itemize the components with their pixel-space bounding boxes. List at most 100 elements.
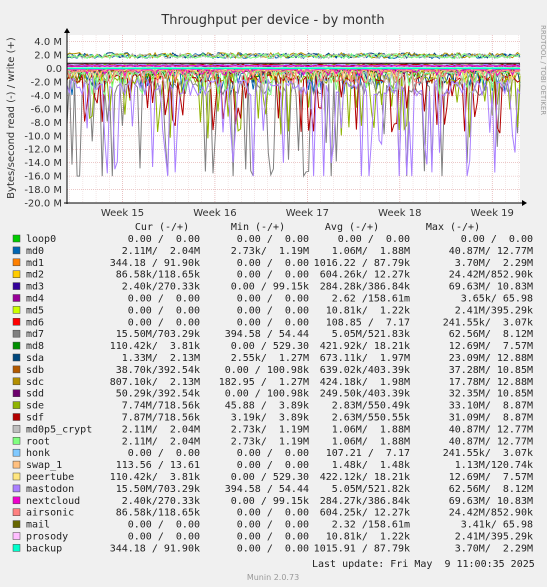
legend-min-value: 0.00 / 529.30 [231,472,309,483]
legend-max-value: 17.78M/ 12.88M [449,377,533,388]
y-tick-label: -12.0 M [24,145,62,156]
legend-max-value: 62.56M/ 8.12M [449,484,533,495]
legend-cur-value: 2.40k/270.33k [122,282,200,293]
legend-cur-value: 86.58k/118.65k [116,508,200,519]
legend-swatch-md5 [12,306,21,314]
y-axis-label: Bytes/second read (-) / write (+) [6,37,17,199]
legend-min-value: 0.00 / 0.00 [237,294,309,305]
y-axis-arrow-icon [64,28,70,33]
last-update: Last update: Fri May 9 11:00:35 2025 [312,559,535,570]
legend-avg-value: 2.32 /158.61m [332,520,410,531]
legend-cur-value: 15.50M/703.29k [116,484,200,495]
legend-cur-value: 0.00 / 0.00 [128,520,200,531]
legend-min-value: 0.00 / 0.00 [237,532,309,543]
legend-column-header: Min (-/+) [231,222,285,233]
legend-avg-value: 604.25k/ 12.27k [320,508,410,519]
legend-max-value: 31.09M/ 8.87M [449,413,533,424]
legend-avg-value: 107.21 / 7.17 [326,448,410,459]
legend-max-value: 3.70M/ 2.29M [455,543,533,554]
legend-swatch-md7 [12,329,21,338]
legend-cur-value: 86.58k/118.65k [116,270,200,281]
series-mastodon-write-line [66,63,521,67]
legend-avg-value: 1016.22 / 87.79k [314,258,410,269]
legend-cur-value: 0.00 / 0.00 [128,448,200,459]
legend-swatch-md3 [12,282,21,290]
legend-series-name: sdd [26,389,44,400]
legend-series-name: md5 [26,305,44,316]
y-tick-label: -10.0 M [24,131,62,142]
legend-cur-value: 2.11M/ 2.04M [122,424,200,435]
legend-series-name: md0p5_crypt [26,424,92,435]
series-airsonic-read-line [66,68,521,85]
legend-avg-value: 284.28k/386.84k [320,282,410,293]
legend-min-value: 3.19k/ 3.89k [231,413,309,424]
legend-cur-value: 0.00 / 0.00 [128,305,200,316]
y-tick-label: -16.0 M [24,172,62,183]
rrdtool-credit: RRDTOOL / TOBI OETIKER [539,25,547,115]
legend-max-value: 3.65k/ 65.98 [461,294,533,305]
legend-swatch-md2 [12,270,21,278]
y-tick-label: -6.0 M [31,104,62,115]
legend-max-value: 24.42M/852.90k [449,270,533,281]
legend-cur-value: 1.33M/ 2.13M [122,353,200,364]
legend-max-value: 2.41M/395.29k [455,305,533,316]
legend-column-header: Max (-/+) [426,222,480,233]
legend-avg-value: 284.27k/386.84k [320,496,410,507]
legend-min-value: 0.00 / 99.15k [231,282,309,293]
legend-series-name: md1 [26,258,44,269]
legend-series-name: prosody [26,532,68,543]
legend-swatch-prosody [12,532,21,540]
legend-min-value: 0.00 / 100.98k [225,365,309,376]
legend-swatch-sde [12,401,21,409]
legend-min-value: 182.95 / 1.27M [219,377,309,388]
legend-min-value: 0.00 / 0.00 [237,270,309,281]
legend-avg-value: 1.06M/ 1.88M [332,436,410,447]
legend-cur-value: 2.40k/270.33k [122,496,200,507]
legend-cur-value: 7.87M/718.56k [122,413,200,424]
legend-swatch-md8 [12,341,21,350]
legend-avg-value: 2.83M/550.49k [332,401,410,412]
legend-min-value: 0.00 / 529.30 [231,341,309,352]
legend-cur-value: 110.42k/ 3.81k [110,472,200,483]
legend-min-value: 0.00 / 0.00 [237,520,309,531]
legend-cur-value: 0.00 / 0.00 [128,294,200,305]
legend-cur-value: 0.00 / 0.00 [128,532,200,543]
legend-min-value: 394.58 / 54.44 [225,484,309,495]
y-tick-label: -20.0 M [24,199,62,210]
legend-max-value: 12.69M/ 7.57M [449,472,533,483]
legend-avg-value: 421.92k/ 18.21k [320,341,410,352]
legend-avg-value: 249.50k/403.39k [320,389,410,400]
legend-series-name: md8 [26,341,44,352]
legend-series-name: sdb [26,365,44,376]
legend-swatch-root [12,437,21,445]
legend-swatch-airsonic [12,508,21,516]
legend-cur-value: 807.10k/ 2.13M [110,377,200,388]
legend-max-value: 69.63M/ 10.83M [449,282,533,293]
y-tick-label: -18.0 M [24,185,62,196]
series-sdc-write-line [66,51,521,59]
legend-cur-value: 50.29k/392.54k [116,389,200,400]
legend-cur-value: 0.00 / 0.00 [128,234,200,245]
legend-min-value: 0.00 / 0.00 [237,258,309,269]
legend-column-header: Avg (-/+) [325,222,379,233]
y-tick-label: -2.0 M [31,78,62,89]
legend-series-name: root [26,436,50,447]
legend-series-name: md7 [26,329,44,340]
legend-cur-value: 7.74M/718.56k [122,401,200,412]
series-root-read-line [66,69,521,97]
legend-column-header: Cur (-/+) [135,222,189,233]
legend-avg-value: 639.02k/403.39k [320,365,410,376]
legend-avg-value: 2.63M/550.55k [332,413,410,424]
legend-series-name: sdf [26,413,44,424]
x-tick-label: Week 19 [471,208,514,219]
legend-avg-value: 5.05M/521.83k [332,329,410,340]
legend-max-value: 241.55k/ 3.07k [443,317,533,328]
x-tick-label: Week 15 [101,208,144,219]
legend-min-value: 0.00 / 0.00 [237,234,309,245]
legend-series-name: backup [26,543,62,554]
legend-swatch-sda [12,353,21,362]
legend-min-value: 2.73k/ 1.19M [231,424,309,435]
legend-min-value: 0.00 / 99.15k [231,496,309,507]
series-nextcloud-write-line [66,64,521,68]
legend-series-name: md3 [26,282,44,293]
